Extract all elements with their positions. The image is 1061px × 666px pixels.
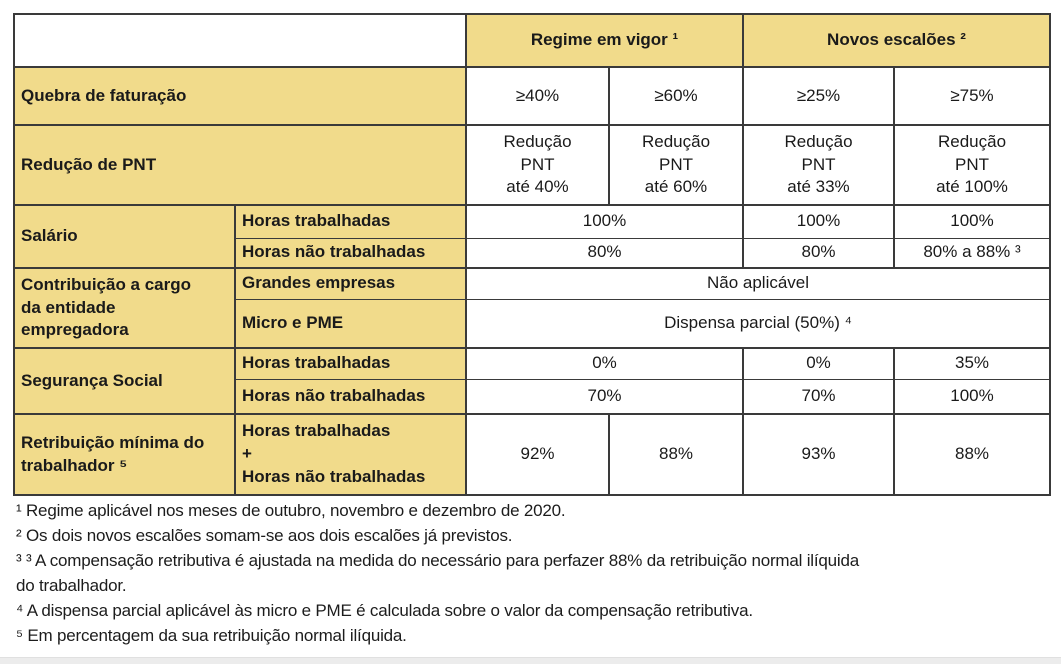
- row-seguranca-horas-nao-trabalhadas: Horas não trabalhadas 70% 70% 100%: [14, 378, 1051, 415]
- sublabel-seguranca-horas-trabalhadas: Horas trabalhadas: [234, 347, 467, 380]
- cell-seguranca-hnt-novo25: 70%: [742, 378, 895, 415]
- row-reducao-pnt: Redução de PNT Redução PNT até 40% Reduç…: [13, 124, 1051, 206]
- row-contribuicao-micro-pme: Micro e PME Dispensa parcial (50%) ⁴: [14, 298, 1051, 349]
- footnotes: ¹ Regime aplicável nos meses de outubro,…: [16, 498, 1056, 648]
- cell-seguranca-hnt-novo75: 100%: [893, 378, 1051, 415]
- cell-retribuicao-novo-col2: 88%: [893, 413, 1051, 496]
- row-label-reducao-pnt: Redução de PNT: [13, 124, 467, 206]
- cell-reducao-novo-col2: Redução PNT até 100%: [893, 124, 1051, 206]
- row-contribuicao-grandes-empresas: Contribuição a cargo da entidade emprega…: [13, 267, 1051, 349]
- footnote-3: ³ ³ A compensação retributiva é ajustada…: [16, 551, 860, 595]
- row-salario-horas-nao-trabalhadas: Horas não trabalhadas 80% 80% 80% a 88% …: [14, 237, 1051, 269]
- cell-seguranca-hnt-regime: 70%: [465, 378, 744, 415]
- row-retribuicao-minima: Retribuição mínima do trabalhador ⁵ Hora…: [13, 413, 1051, 496]
- cell-salario-ht-regime: 100%: [465, 204, 744, 239]
- table-header-row: Regime em vigor ¹ Novos escalões ²: [13, 13, 1051, 68]
- row-quebra-faturacao: Quebra de faturação ≥40% ≥60% ≥25% ≥75%: [13, 66, 1051, 126]
- cell-contribuicao-grandes-empresas: Não aplicável: [465, 267, 1051, 300]
- cell-salario-ht-novo75: 100%: [893, 204, 1051, 239]
- header-blank-cell: [13, 13, 467, 68]
- cell-quebra-regime-col2: ≥60%: [608, 66, 744, 126]
- cell-seguranca-ht-novo75: 35%: [893, 347, 1051, 380]
- cell-salario-hnt-novo75: 80% a 88% ³: [893, 237, 1051, 269]
- cell-seguranca-ht-novo25: 0%: [742, 347, 895, 380]
- row-label-seguranca-social: Segurança Social: [13, 347, 236, 415]
- cell-reducao-regime-col2: Redução PNT até 60%: [608, 124, 744, 206]
- row-label-retribuicao-minima: Retribuição mínima do trabalhador ⁵: [13, 413, 236, 496]
- sublabel-salario-horas-trabalhadas: Horas trabalhadas: [234, 204, 467, 239]
- cell-salario-hnt-novo25: 80%: [742, 237, 895, 269]
- row-label-salario: Salário: [13, 204, 236, 269]
- footnote-2: ² Os dois novos escalões somam-se aos do…: [16, 526, 513, 545]
- footnote-4: ⁴ A dispensa parcial aplicável às micro …: [16, 601, 753, 620]
- sublabel-seguranca-horas-nao-trabalhadas: Horas não trabalhadas: [234, 378, 467, 415]
- row-salario-horas-trabalhadas: Salário Horas trabalhadas 100% 100% 100%: [13, 204, 1051, 269]
- cell-salario-ht-novo25: 100%: [742, 204, 895, 239]
- cell-quebra-regime-col1: ≥40%: [465, 66, 610, 126]
- row-label-quebra-faturacao: Quebra de faturação: [13, 66, 467, 126]
- cell-quebra-novo-col2: ≥75%: [893, 66, 1051, 126]
- sublabel-salario-horas-nao-trabalhadas: Horas não trabalhadas: [234, 237, 467, 269]
- cell-seguranca-ht-regime: 0%: [465, 347, 744, 380]
- cell-reducao-regime-col1: Redução PNT até 40%: [465, 124, 610, 206]
- row-seguranca-horas-trabalhadas: Segurança Social Horas trabalhadas 0% 0%…: [13, 347, 1051, 415]
- cell-retribuicao-novo-col1: 93%: [742, 413, 895, 496]
- sublabel-grandes-empresas: Grandes empresas: [234, 267, 467, 300]
- cell-quebra-novo-col1: ≥25%: [742, 66, 895, 126]
- footnote-1: ¹ Regime aplicável nos meses de outubro,…: [16, 501, 566, 520]
- column-group-regime-em-vigor: Regime em vigor ¹: [465, 13, 744, 68]
- sublabel-micro-pme: Micro e PME: [234, 298, 467, 349]
- row-label-contribuicao-entidade: Contribuição a cargo da entidade emprega…: [13, 267, 236, 349]
- column-group-novos-escaloes: Novos escalões ²: [742, 13, 1051, 68]
- cell-reducao-novo-col1: Redução PNT até 33%: [742, 124, 895, 206]
- cell-retribuicao-regime-col2: 88%: [608, 413, 744, 496]
- regime-table: Regime em vigor ¹ Novos escalões ² Quebr…: [13, 13, 1051, 496]
- sublabel-retribuicao-horas: Horas trabalhadas + Horas não trabalhada…: [234, 413, 467, 496]
- footnote-5: ⁵ Em percentagem da sua retribuição norm…: [16, 626, 407, 645]
- cell-retribuicao-regime-col1: 92%: [465, 413, 610, 496]
- cell-contribuicao-micro-pme: Dispensa parcial (50%) ⁴: [465, 298, 1051, 349]
- cell-salario-hnt-regime: 80%: [465, 237, 744, 269]
- cutoff-strip: [0, 657, 1061, 664]
